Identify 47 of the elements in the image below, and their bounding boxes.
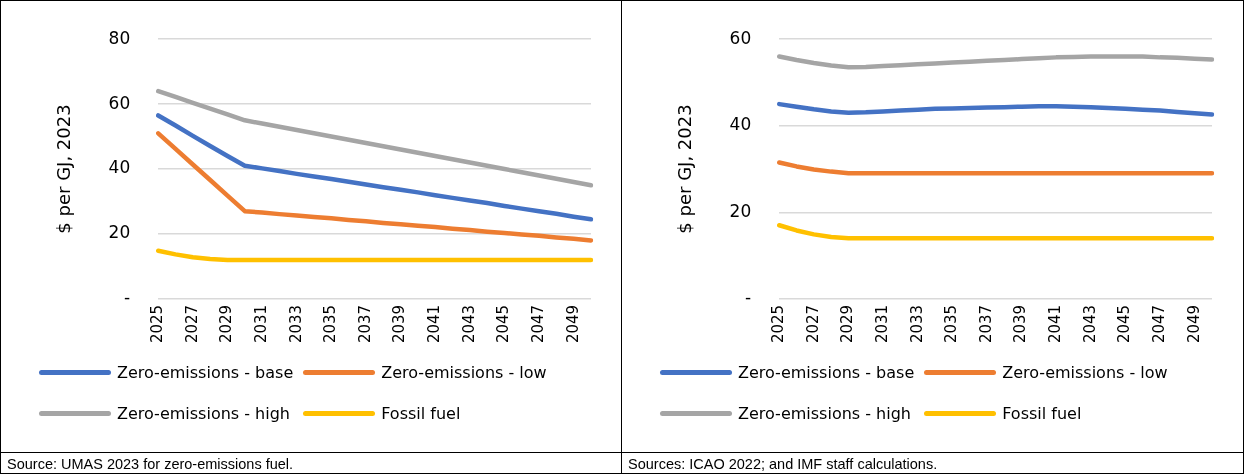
x-tick-label: 2043 [1080,304,1099,344]
x-tick-label: 2047 [528,304,547,344]
x-tick-label: 2047 [1149,304,1168,344]
legend-label: Zero-emissions - base [117,363,294,382]
x-tick-label: 2031 [872,304,891,344]
legend-label: Fossil fuel [1002,404,1082,423]
x-tick-label: 2027 [182,304,201,344]
source-note: Sources: ICAO 2022; and IMF staff calculations. [628,455,939,473]
y-axis-title: $ per GJ, 2023 [674,104,696,234]
x-tick-label: 2039 [390,304,409,344]
x-tick-label: 2037 [355,304,374,344]
x-tick-label: 2031 [251,304,270,344]
x-tick-label: 2037 [976,304,995,344]
y-tick-label: 60 [729,27,752,48]
y-tick-label: - [124,287,131,308]
legend-label: Zero-emissions - low [381,363,547,382]
x-tick-label: 2033 [907,304,926,344]
legend-label: Zero-emissions - base [738,363,915,382]
x-tick-label: 2025 [769,304,788,344]
x-tick-label: 2029 [838,304,857,344]
x-tick-label: 2045 [1115,304,1134,344]
x-tick-label: 2041 [1046,304,1065,344]
x-tick-label: 2039 [1011,304,1030,344]
y-tick-label: 20 [108,222,131,243]
x-tick-label: 2029 [217,304,236,344]
y-tick-label: 40 [108,157,131,178]
x-tick-label: 2045 [494,304,513,344]
legend-label: Zero-emissions - high [117,404,290,423]
x-tick-label: 2027 [803,304,822,344]
x-tick-label: 2035 [321,304,340,344]
y-tick-label: 20 [729,200,752,221]
y-tick-label: - [745,287,752,308]
source-note: Source: UMAS 2023 for zero-emissions fuel. [7,455,295,473]
y-tick-label: 40 [729,114,752,135]
x-tick-label: 2049 [563,304,582,344]
y-axis-title: $ per GJ, 2023 [53,104,75,234]
legend-label: Fossil fuel [381,404,461,423]
y-tick-label: 80 [108,27,131,48]
x-tick-label: 2025 [148,304,167,344]
x-tick-label: 2041 [425,304,444,344]
x-tick-label: 2043 [459,304,478,344]
y-tick-label: 60 [108,92,131,113]
x-tick-label: 2049 [1184,304,1203,344]
legend-label: Zero-emissions - low [1002,363,1168,382]
x-tick-label: 2033 [286,304,305,344]
legend-label: Zero-emissions - high [738,404,911,423]
x-tick-label: 2035 [942,304,961,344]
